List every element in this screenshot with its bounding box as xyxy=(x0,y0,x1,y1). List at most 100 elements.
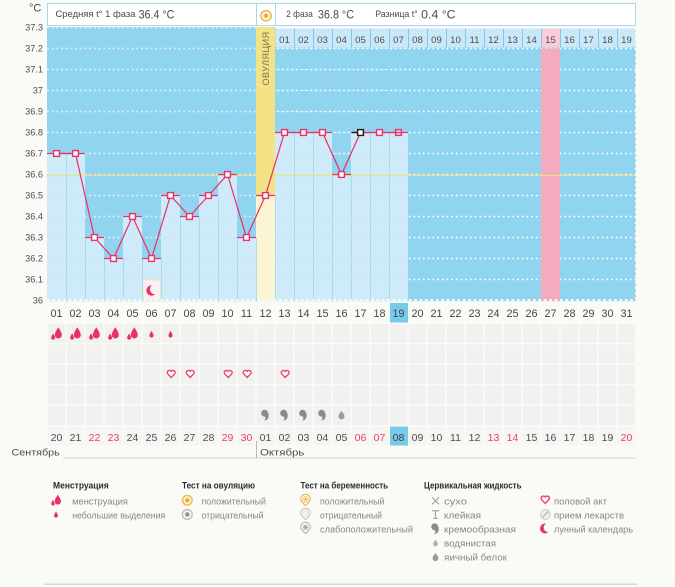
svg-text:37.3: 37.3 xyxy=(25,23,43,33)
svg-text:27: 27 xyxy=(544,308,556,320)
svg-text:04: 04 xyxy=(107,308,119,320)
svg-text:19: 19 xyxy=(392,308,404,320)
svg-text:11: 11 xyxy=(450,432,461,444)
svg-text:14: 14 xyxy=(526,35,537,46)
svg-text:2 фаза: 2 фаза xyxy=(286,9,313,19)
svg-text:Цервикальная жидкость: Цервикальная жидкость xyxy=(424,480,522,491)
svg-text:11: 11 xyxy=(470,35,480,46)
svg-text:отрицательный: отрицательный xyxy=(202,511,264,521)
svg-text:менструация: менструация xyxy=(72,497,128,507)
svg-text:12: 12 xyxy=(469,432,481,444)
svg-text:20: 20 xyxy=(621,432,633,444)
svg-text:лунный календарь: лунный календарь xyxy=(554,525,633,535)
svg-text:17: 17 xyxy=(564,432,576,444)
svg-text:26: 26 xyxy=(525,308,537,320)
svg-text:36.8 °C: 36.8 °C xyxy=(318,9,354,22)
svg-text:07: 07 xyxy=(393,35,404,46)
svg-text:26: 26 xyxy=(165,432,177,444)
svg-text:19: 19 xyxy=(621,35,632,46)
svg-text:36.7: 36.7 xyxy=(25,149,43,159)
svg-text:28: 28 xyxy=(203,432,215,444)
svg-text:14: 14 xyxy=(507,432,519,444)
svg-text:23: 23 xyxy=(108,432,120,444)
svg-text:36.6: 36.6 xyxy=(25,170,43,180)
svg-text:01: 01 xyxy=(260,432,272,444)
svg-text:03: 03 xyxy=(317,35,328,46)
svg-text:°C: °C xyxy=(29,3,41,15)
svg-text:02: 02 xyxy=(69,308,81,320)
svg-text:06: 06 xyxy=(374,35,385,46)
svg-text:04: 04 xyxy=(336,35,347,46)
svg-text:27: 27 xyxy=(184,432,196,444)
svg-text:Тест на овуляцию: Тест на овуляцию xyxy=(182,480,255,491)
svg-text:20: 20 xyxy=(411,308,423,320)
svg-text:21: 21 xyxy=(70,432,82,444)
svg-text:Менструация: Менструация xyxy=(53,480,109,491)
svg-text:09: 09 xyxy=(431,35,442,46)
svg-text:17: 17 xyxy=(354,308,366,320)
svg-text:07: 07 xyxy=(374,432,386,444)
svg-text:Разница t°: Разница t° xyxy=(375,9,418,19)
svg-text:36.2: 36.2 xyxy=(25,254,43,264)
svg-text:13: 13 xyxy=(278,308,290,320)
svg-text:37: 37 xyxy=(33,86,43,96)
svg-text:09: 09 xyxy=(412,432,424,444)
svg-text:07: 07 xyxy=(164,308,176,320)
svg-text:06: 06 xyxy=(145,308,157,320)
svg-text:24: 24 xyxy=(487,308,499,320)
svg-text:36.3: 36.3 xyxy=(25,233,43,243)
svg-text:02: 02 xyxy=(298,35,309,46)
svg-text:клейкая: клейкая xyxy=(444,511,481,521)
svg-text:36: 36 xyxy=(33,296,43,306)
svg-text:36.4 °C: 36.4 °C xyxy=(139,9,175,22)
svg-text:29: 29 xyxy=(582,308,594,320)
svg-text:31: 31 xyxy=(620,308,632,320)
svg-text:13: 13 xyxy=(507,35,518,46)
svg-text:прием лекарств: прием лекарств xyxy=(554,511,624,521)
svg-text:положительный: положительный xyxy=(202,497,266,507)
svg-text:водянистая: водянистая xyxy=(444,539,496,549)
svg-text:положительный: положительный xyxy=(320,497,384,507)
svg-text:36.1: 36.1 xyxy=(25,275,43,285)
svg-text:06: 06 xyxy=(355,432,367,444)
svg-text:21: 21 xyxy=(430,308,442,320)
svg-text:04: 04 xyxy=(317,432,329,444)
svg-text:сухо: сухо xyxy=(444,497,467,507)
svg-text:слабоположительный: слабоположительный xyxy=(320,525,413,535)
svg-text:28: 28 xyxy=(563,308,575,320)
svg-text:Тест на беременность: Тест на беременность xyxy=(301,480,389,491)
svg-text:11: 11 xyxy=(241,308,252,320)
svg-text:08: 08 xyxy=(412,35,423,46)
svg-text:30: 30 xyxy=(601,308,613,320)
svg-text:16: 16 xyxy=(335,308,347,320)
svg-text:15: 15 xyxy=(545,35,556,46)
svg-text:Октябрь: Октябрь xyxy=(260,448,304,459)
svg-text:половой акт: половой акт xyxy=(554,497,607,507)
svg-text:18: 18 xyxy=(583,432,595,444)
svg-text:02: 02 xyxy=(279,432,291,444)
svg-text:18: 18 xyxy=(373,308,385,320)
svg-text:19: 19 xyxy=(602,432,614,444)
svg-text:37.2: 37.2 xyxy=(25,44,43,54)
svg-text:30: 30 xyxy=(241,432,253,444)
svg-text:37.1: 37.1 xyxy=(25,65,43,75)
svg-text:01: 01 xyxy=(279,35,290,46)
svg-text:кремообразная: кремообразная xyxy=(444,525,516,535)
svg-text:36.9: 36.9 xyxy=(25,107,43,117)
svg-text:05: 05 xyxy=(336,432,348,444)
svg-text:08: 08 xyxy=(183,308,195,320)
svg-text:09: 09 xyxy=(202,308,214,320)
svg-text:Средняя t° 1 фаза: Средняя t° 1 фаза xyxy=(56,9,137,19)
svg-text:36.8: 36.8 xyxy=(25,128,43,138)
svg-text:01: 01 xyxy=(50,308,62,320)
svg-text:36.5: 36.5 xyxy=(25,191,43,201)
svg-text:ОВУЛЯЦИЯ: ОВУЛЯЦИЯ xyxy=(261,32,272,86)
svg-text:05: 05 xyxy=(355,35,366,46)
svg-text:36.4: 36.4 xyxy=(25,212,43,222)
svg-text:10: 10 xyxy=(221,308,233,320)
svg-text:яичный белок: яичный белок xyxy=(444,553,507,563)
svg-text:05: 05 xyxy=(126,308,138,320)
svg-text:Сентябрь: Сентябрь xyxy=(12,448,60,459)
svg-text:16: 16 xyxy=(545,432,557,444)
svg-text:15: 15 xyxy=(526,432,538,444)
